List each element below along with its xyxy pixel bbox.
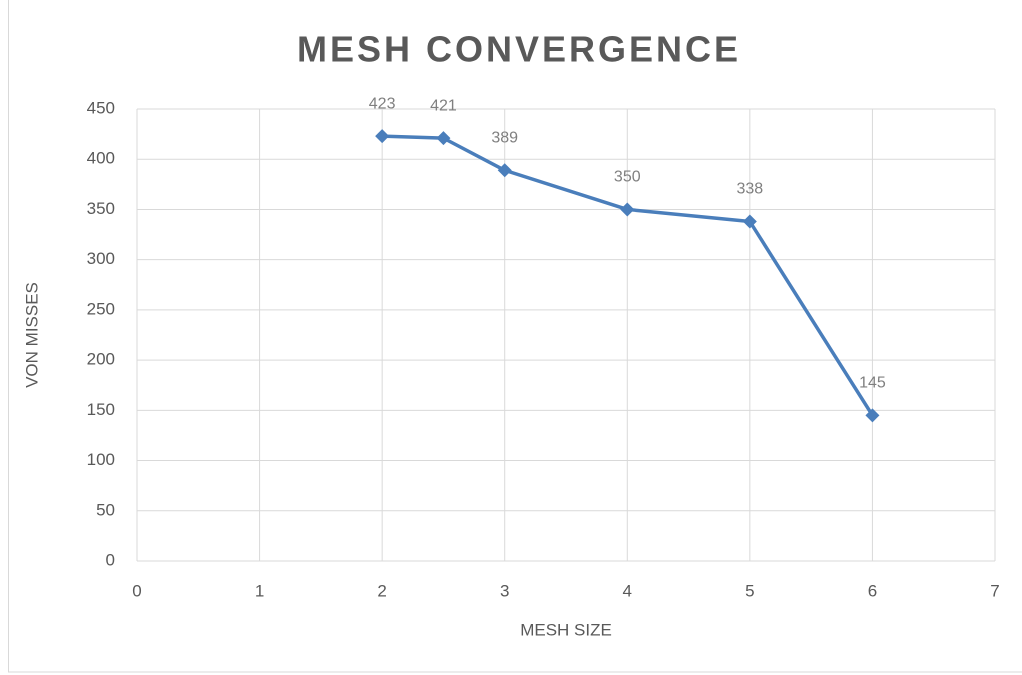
x-tick-label: 6 [868, 581, 877, 600]
y-tick-label: 300 [87, 249, 115, 268]
data-label: 389 [491, 129, 518, 146]
x-tick-label: 5 [745, 581, 754, 600]
data-label: 350 [614, 169, 641, 186]
data-point [375, 129, 390, 144]
y-tick-label: 250 [87, 299, 115, 318]
y-tick-label: 450 [87, 98, 115, 117]
data-label: 338 [737, 181, 764, 198]
x-tick-label: 7 [990, 581, 999, 600]
y-tick-label: 100 [87, 450, 115, 469]
y-tick-label: 200 [87, 350, 115, 369]
y-tick-label: 0 [106, 550, 115, 569]
x-tick-label: 2 [377, 581, 386, 600]
chart-frame [8, 0, 1022, 673]
data-point [742, 214, 757, 229]
chart-title: MESH CONVERGENCE [297, 29, 741, 70]
data-point [865, 408, 880, 423]
data-label: 421 [430, 97, 457, 114]
x-tick-label: 4 [623, 581, 632, 600]
data-point [497, 163, 512, 178]
y-tick-label: 150 [87, 400, 115, 419]
x-tick-label: 0 [132, 581, 141, 600]
y-tick-label: 350 [87, 199, 115, 218]
x-axis-label: MESH SIZE [520, 620, 612, 639]
data-point [436, 131, 451, 146]
data-label: 423 [369, 95, 396, 112]
y-axis-label: VON MISSES [22, 282, 41, 388]
y-tick-label: 400 [87, 149, 115, 168]
data-label: 145 [859, 375, 886, 392]
data-line [382, 134, 874, 417]
y-tick-label: 50 [96, 500, 115, 519]
x-tick-label: 3 [500, 581, 509, 600]
data-point [620, 202, 635, 217]
x-tick-label: 1 [255, 581, 264, 600]
